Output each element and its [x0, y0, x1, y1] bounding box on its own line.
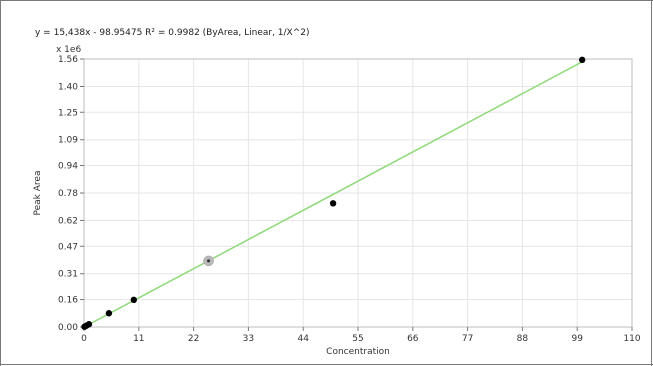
panel-border-top: [0, 0, 653, 1]
x-axis-title: Concentration: [326, 347, 390, 357]
regression-fit-line: [83, 61, 583, 328]
y-tick-label: 0.16: [58, 296, 78, 306]
y-tick-label: 0.78: [58, 189, 78, 199]
y-tick-label: 0.00: [58, 323, 78, 333]
y-tick-label: 1.40: [58, 82, 78, 92]
data-point: [130, 296, 138, 304]
data-point: [105, 310, 113, 317]
y-tick-label: 1.25: [58, 108, 78, 118]
panel-border-left: [0, 0, 1, 366]
axis-ticks: 0 11 22 33 44 55 66 77 88 99 110 0.00 0.16 0.31 0.47 0.…: [58, 55, 641, 344]
x-tick-label: 66: [407, 334, 419, 344]
x-tick-label: 0: [81, 334, 87, 344]
grid-lines: [84, 59, 632, 327]
regression-equation: y = 15,438x - 98.95475 R² = 0.9982 (ByAr…: [35, 28, 310, 38]
data-point: [578, 56, 586, 64]
x-tick-label: 11: [133, 334, 144, 344]
x-tick-label: 110: [623, 334, 640, 344]
y-axis-title: Peak Area: [33, 171, 43, 216]
x-tick-label: 77: [462, 334, 473, 344]
y-tick-label: 1.56: [58, 55, 78, 65]
data-point: [85, 321, 93, 328]
x-tick-label: 99: [571, 334, 583, 344]
x-tick-label: 88: [517, 334, 529, 344]
x-tick-label: 22: [188, 334, 199, 344]
panel-border-right: [651, 0, 652, 366]
highlighted-data-point-center: [207, 259, 211, 263]
data-point: [329, 200, 337, 207]
x-tick-label: 33: [243, 334, 254, 344]
x-tick-label: 44: [297, 334, 309, 344]
x-tick-label: 55: [352, 334, 363, 344]
y-tick-label: 1.09: [58, 136, 78, 146]
y-tick-label: 0.94: [58, 162, 78, 172]
y-tick-label: 0.47: [58, 242, 78, 252]
panel-border-bottom: [0, 364, 653, 365]
data-points: [81, 56, 586, 330]
y-tick-label: 0.62: [58, 216, 78, 226]
y-multiplier-label: x 1e6: [56, 45, 81, 55]
y-tick-label: 0.31: [58, 270, 78, 280]
